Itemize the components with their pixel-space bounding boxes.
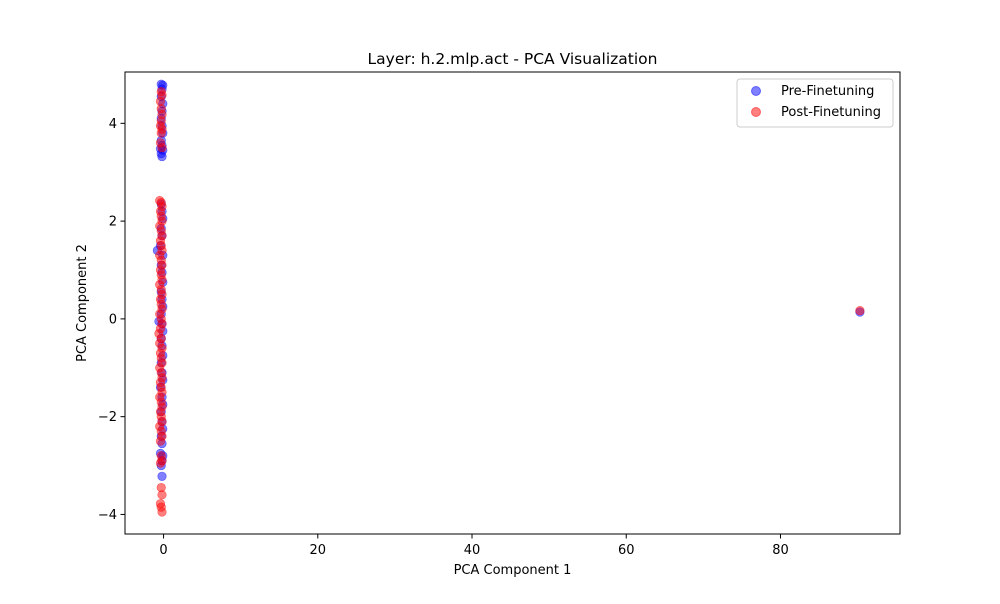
y-tick-label-3: 2 — [109, 215, 117, 230]
legend-marker-pre — [751, 86, 761, 96]
legend-box — [736, 78, 894, 128]
x-tick-label-4: 80 — [772, 543, 789, 558]
points-layer — [152, 79, 865, 517]
post-finetuning-point-10 — [157, 143, 167, 153]
y-axis: −4 −2 0 2 4 — [98, 117, 125, 523]
y-axis-label: PCA Component 2 — [75, 244, 90, 362]
pre-finetuning-point-14 — [157, 151, 167, 162]
x-tick-label-3: 60 — [618, 543, 635, 558]
y-tick-label-2: 0 — [109, 312, 117, 327]
legend: Pre-Finetuning Post-Finetuning — [736, 78, 894, 128]
pre-finetuning-point-51 — [157, 471, 167, 481]
x-axis-label: PCA Component 1 — [454, 563, 572, 578]
post-finetuning-point-64 — [155, 458, 166, 468]
x-tick-label-2: 40 — [464, 543, 481, 558]
y-tick-label-1: −2 — [98, 410, 117, 425]
post-finetuning-point-70 — [855, 305, 865, 316]
x-tick-label-1: 20 — [310, 543, 327, 558]
plot-area-frame — [124, 71, 901, 535]
x-tick-label-0: 0 — [159, 543, 167, 558]
x-axis: 0 20 40 60 80 — [159, 534, 789, 558]
legend-label-pre: Pre-Finetuning — [781, 84, 874, 99]
legend-label-post: Post-Finetuning — [781, 105, 881, 120]
post-finetuning-point-66 — [157, 490, 167, 500]
chart-title: Layer: h.2.mlp.act - PCA Visualization — [368, 50, 658, 68]
y-tick-label-4: 4 — [109, 117, 117, 132]
post-finetuning-point-69 — [157, 507, 167, 517]
post-finetuning-point-61 — [155, 436, 166, 446]
legend-marker-post — [751, 107, 761, 117]
post-finetuning-point-8 — [156, 128, 166, 138]
y-tick-label-0: −4 — [98, 508, 117, 523]
